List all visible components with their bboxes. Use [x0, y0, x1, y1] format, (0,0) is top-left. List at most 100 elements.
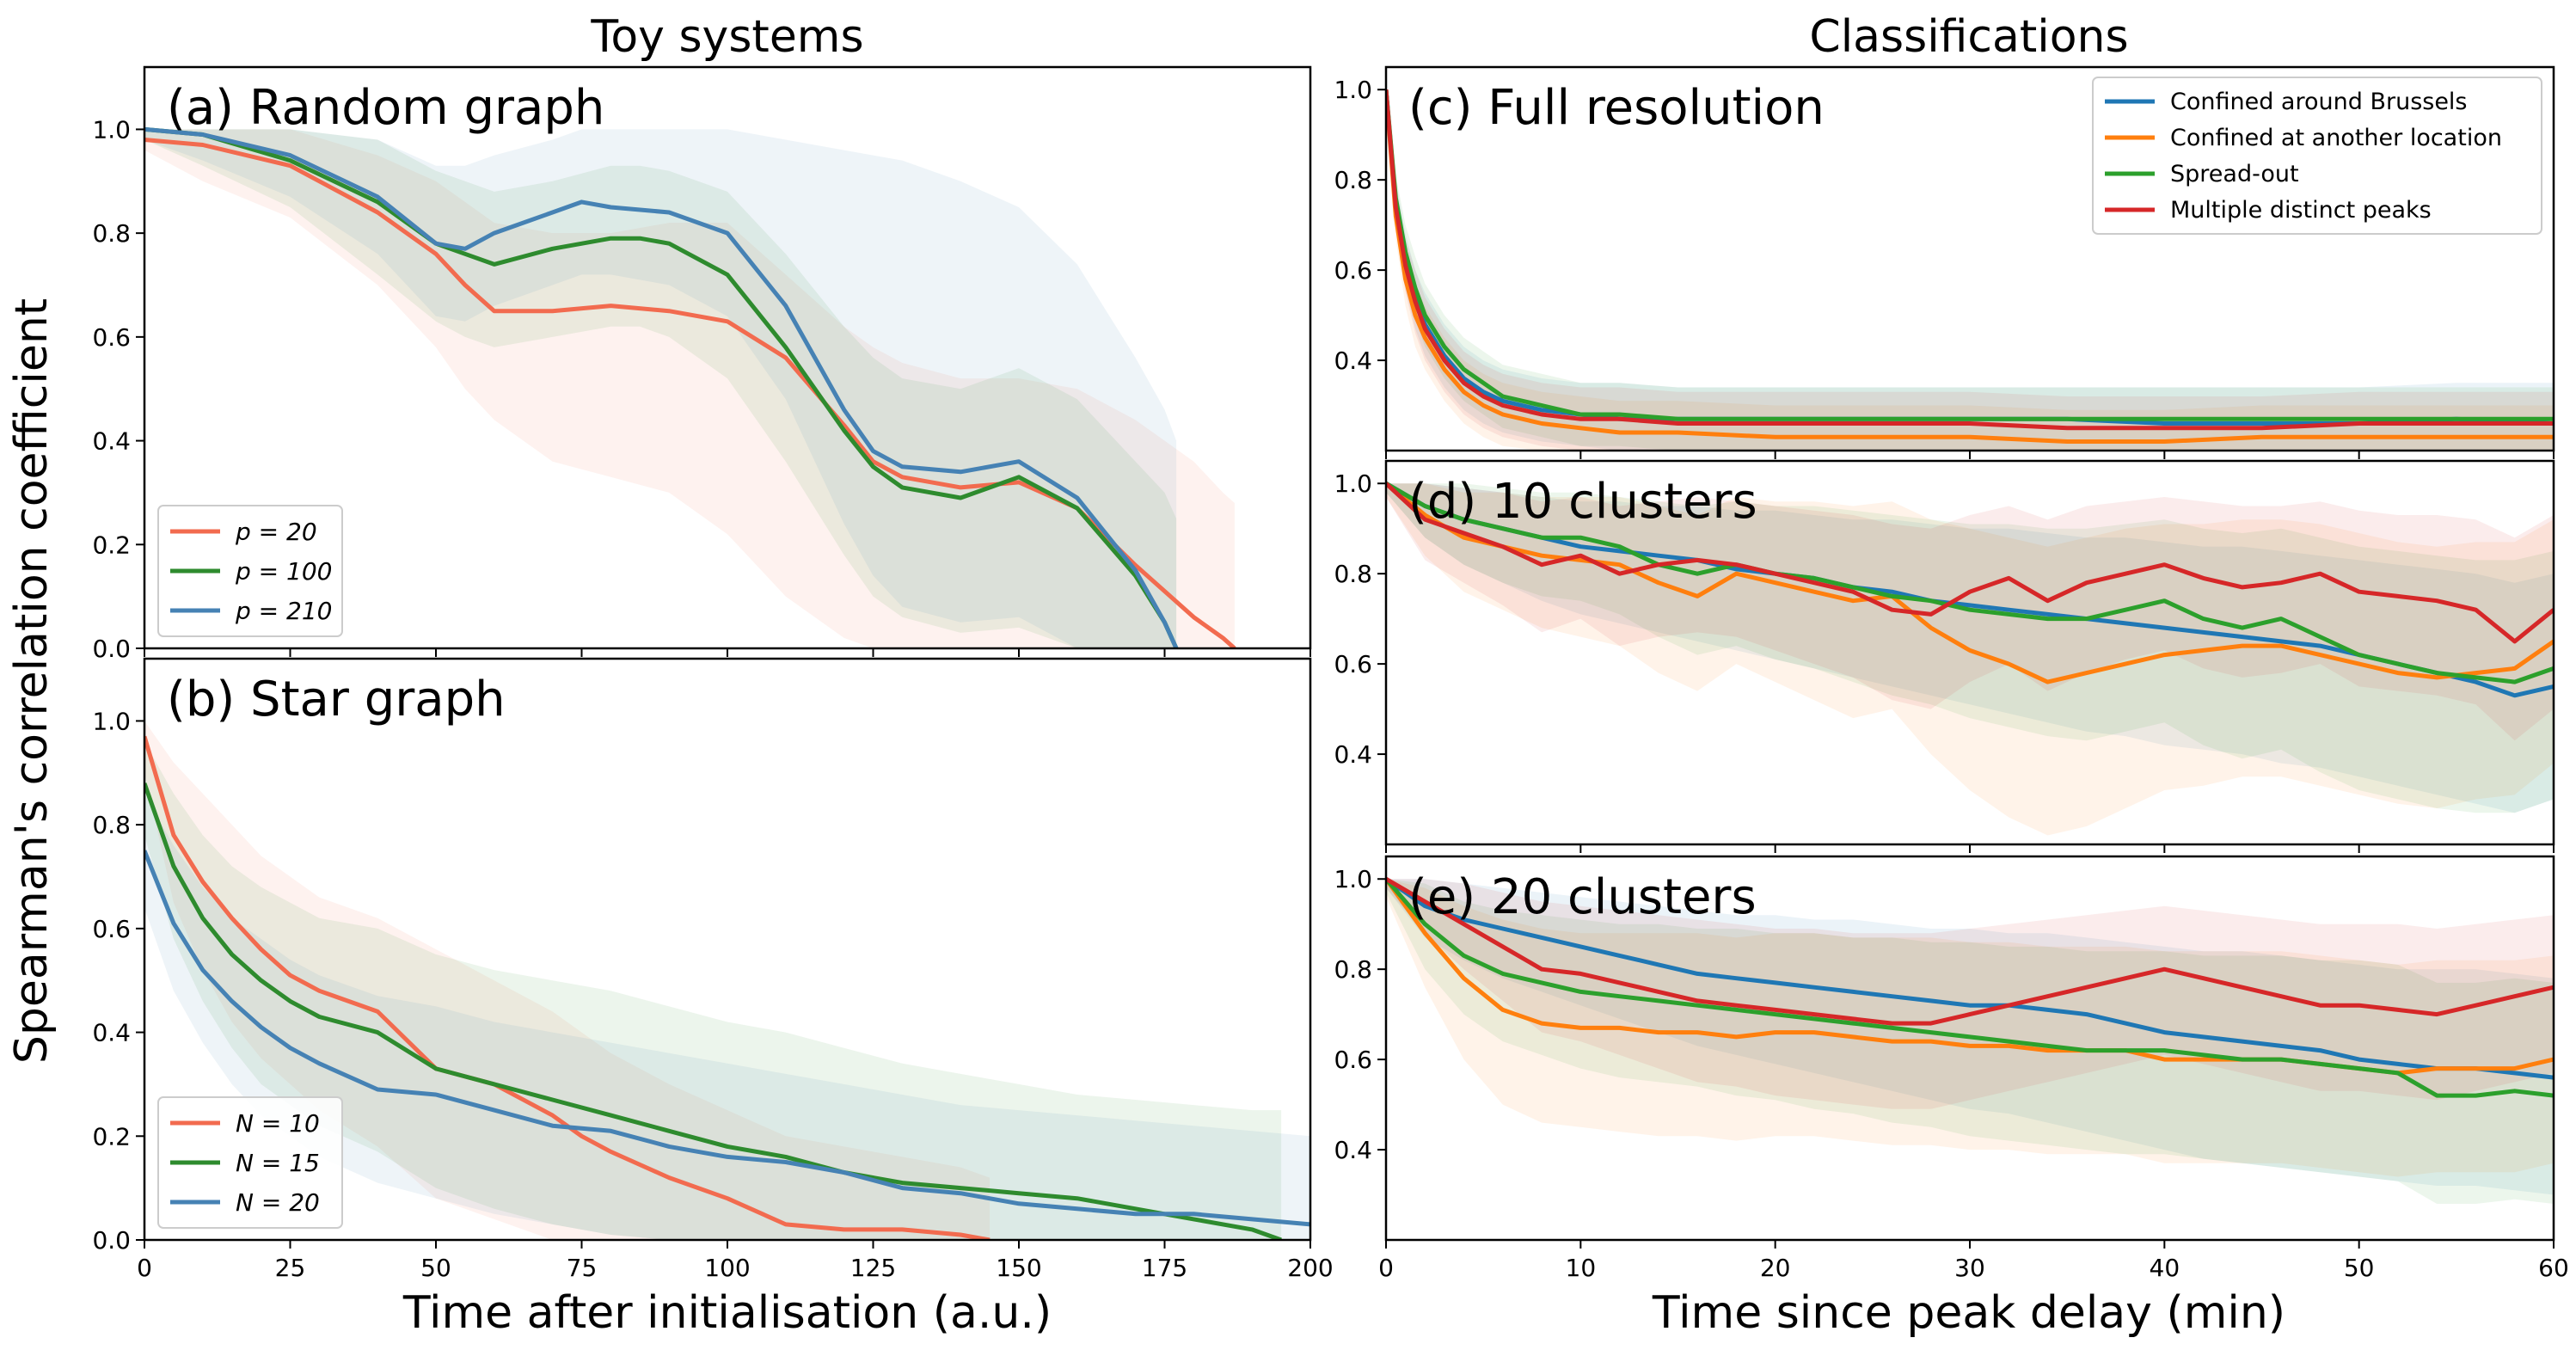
panel-b: 0 25 50 75 100 125 150 175 200 0.0 0.2 0.4 0.6 0.8 1.0…	[92, 657, 1334, 1282]
legend-label: p = 210	[235, 597, 332, 625]
plot-area	[1386, 482, 2554, 836]
y-tick-label: 1.0	[92, 707, 131, 735]
series-line-3	[1386, 877, 2554, 1098]
x-tick-label: 150	[996, 1254, 1041, 1282]
legend-label: N = 10	[236, 1109, 320, 1138]
confidence-band-4	[1386, 879, 2554, 1109]
confidence-band-3	[144, 129, 1177, 648]
confidence-band-2	[1386, 483, 2554, 836]
plot-area	[144, 126, 1236, 648]
panel-title: (c) Full resolution	[1408, 80, 1825, 136]
y-tick-label: 0.4	[92, 427, 131, 456]
y-tick-label: 0.6	[1334, 1046, 1372, 1074]
right-column-title: Classifications	[1809, 11, 2128, 63]
legend-label: p = 100	[235, 557, 332, 586]
panel-d: 0.4 0.6 0.8 1.0 (d) 10 clusters	[1334, 459, 2555, 853]
series-line-4	[1386, 482, 2554, 644]
x-tick-label: 20	[1760, 1254, 1791, 1282]
confidence-band-2	[144, 741, 1282, 1240]
plot-area	[1386, 877, 2554, 1204]
series-line-4	[1386, 877, 2554, 1026]
confidence-band-2	[1386, 879, 2554, 1177]
confidence-band-4	[1386, 483, 2554, 741]
right-x-axis-label: Time since peak delay (min)	[1652, 1287, 2285, 1339]
y-tick-label: 0.4	[92, 1019, 131, 1047]
x-tick-label: 125	[850, 1254, 896, 1282]
x-tick-label: 100	[704, 1254, 750, 1282]
legend: Confined around Brussels Confined at anot…	[2092, 77, 2542, 235]
x-tick-label: 40	[2150, 1254, 2180, 1282]
series-line-2	[1386, 482, 2554, 684]
plot-area	[1386, 89, 2554, 451]
left-column-title: Toy systems	[590, 11, 863, 63]
confidence-band-1	[144, 721, 991, 1240]
shared-y-axis-label: Spearman's correlation coefficient	[6, 298, 58, 1064]
panel-a: 0.0 0.2 0.4 0.6 0.8 1.0 (a) Random graph p = 20…	[92, 65, 1312, 663]
series-line-3	[1386, 89, 2554, 421]
legend-label: Confined around Brussels	[2170, 89, 2468, 115]
x-tick-label: 60	[2538, 1254, 2569, 1282]
legend-label: N = 15	[236, 1149, 320, 1177]
confidence-band-3	[144, 793, 1310, 1240]
confidence-band-2	[144, 129, 1177, 648]
panel-title: (e) 20 clusters	[1408, 869, 1757, 925]
x-tick-label: 0	[1378, 1254, 1394, 1282]
y-tick-label: 1.0	[1334, 469, 1372, 498]
series-line-1	[144, 735, 991, 1240]
y-tick-label: 0.8	[1334, 955, 1372, 984]
y-tick-label: 0.6	[92, 323, 131, 352]
legend-label: Multiple distinct peaks	[2170, 197, 2432, 224]
y-tick-label: 0.2	[92, 1122, 131, 1151]
plot-area	[144, 721, 1310, 1240]
y-tick-label: 1.0	[92, 115, 131, 144]
panel-title: (a) Random graph	[167, 80, 604, 136]
y-tick-label: 0.8	[1334, 166, 1372, 194]
x-tick-label: 10	[1566, 1254, 1597, 1282]
y-tick-label: 0.4	[1334, 740, 1372, 769]
series-line-3	[144, 850, 1310, 1227]
legend-label: N = 20	[236, 1188, 320, 1217]
y-tick-label: 0.6	[92, 915, 131, 943]
panel-e: 0 10 20 30 40 50 60 0.4 0.6 0.8 1.0 (e) 20 clusters	[1334, 855, 2569, 1282]
series-line-2	[144, 782, 1282, 1240]
series-line-1	[1386, 877, 2554, 1080]
x-tick-label: 50	[420, 1254, 451, 1282]
legend: N = 10 N = 15 N = 20	[157, 1096, 343, 1229]
legend: p = 20 p = 100 p = 210	[157, 505, 343, 637]
y-tick-label: 0.0	[92, 635, 131, 663]
y-tick-label: 0.4	[1334, 1136, 1372, 1164]
y-tick-label: 0.0	[92, 1226, 131, 1255]
y-tick-label: 0.6	[1334, 650, 1372, 678]
legend-label: Confined at another location	[2170, 125, 2502, 151]
series-line-4	[1386, 89, 2554, 431]
legend-frame	[157, 1096, 343, 1229]
legend-frame	[2092, 77, 2542, 235]
y-tick-label: 1.0	[1334, 865, 1372, 893]
panel-title: (b) Star graph	[167, 672, 506, 727]
y-tick-label: 0.8	[92, 811, 131, 839]
panel-title: (d) 10 clusters	[1408, 474, 1757, 530]
left-x-axis-label: Time after initialisation (a.u.)	[402, 1287, 1052, 1339]
y-tick-label: 0.2	[92, 531, 131, 559]
confidence-band-3	[1386, 879, 2554, 1204]
y-tick-label: 1.0	[1334, 76, 1372, 104]
x-tick-label: 200	[1287, 1254, 1333, 1282]
confidence-band-1	[144, 129, 1235, 648]
panel-c: 0.4 0.6 0.8 1.0 (c) Full resolution Confined …	[1334, 65, 2555, 459]
x-tick-label: 30	[1954, 1254, 1985, 1282]
y-tick-label: 0.8	[92, 219, 131, 248]
y-tick-label: 0.4	[1334, 347, 1372, 375]
series-line-2	[1386, 89, 2554, 444]
x-tick-label: 50	[2344, 1254, 2375, 1282]
legend-frame	[157, 505, 343, 637]
y-tick-label: 0.6	[1334, 256, 1372, 285]
series-line-3	[144, 126, 1179, 648]
x-tick-label: 175	[1142, 1254, 1187, 1282]
x-tick-label: 25	[275, 1254, 306, 1282]
y-tick-label: 0.8	[1334, 560, 1372, 588]
legend-label: Spread-out	[2170, 161, 2299, 187]
x-tick-label: 75	[567, 1254, 598, 1282]
legend-label: p = 20	[235, 518, 317, 546]
x-tick-label: 0	[137, 1254, 152, 1282]
